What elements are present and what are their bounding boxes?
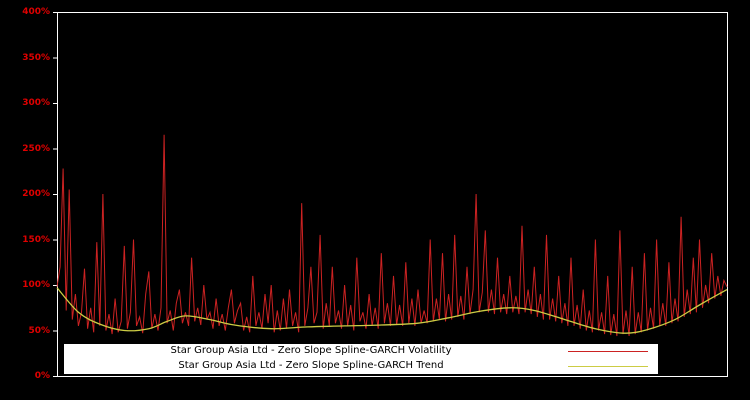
y-axis-tick-label: 300%: [22, 98, 50, 108]
y-axis-tick-label: 0%: [34, 371, 50, 381]
volatility-line-sample: [568, 351, 648, 352]
y-axis-tick-label: 150%: [22, 234, 50, 245]
y-axis-tick-label: 400%: [22, 7, 50, 17]
y-axis: 0% 50% 100% 150% 200% 250% 300% 350% 400%: [0, 0, 50, 400]
y-axis-tick-label: 350%: [22, 52, 50, 63]
y-axis-tick-label: 200%: [22, 189, 50, 199]
legend-item-trend: Star Group Asia Ltd - Zero Slope Spline-…: [64, 359, 658, 374]
legend-label-trend: Star Group Asia Ltd - Zero Slope Spline-…: [178, 360, 444, 371]
legend: Star Group Asia Ltd - Zero Slope Spline-…: [64, 344, 658, 374]
y-axis-tick-label: 100%: [22, 280, 50, 290]
y-axis-tick-label: 250%: [22, 143, 50, 154]
y-axis-tick-label: 50%: [28, 325, 50, 336]
trend-line-sample: [568, 366, 648, 367]
legend-label-volatility: Star Group Asia Ltd - Zero Slope Spline-…: [170, 345, 452, 356]
legend-item-volatility: Star Group Asia Ltd - Zero Slope Spline-…: [64, 344, 658, 359]
